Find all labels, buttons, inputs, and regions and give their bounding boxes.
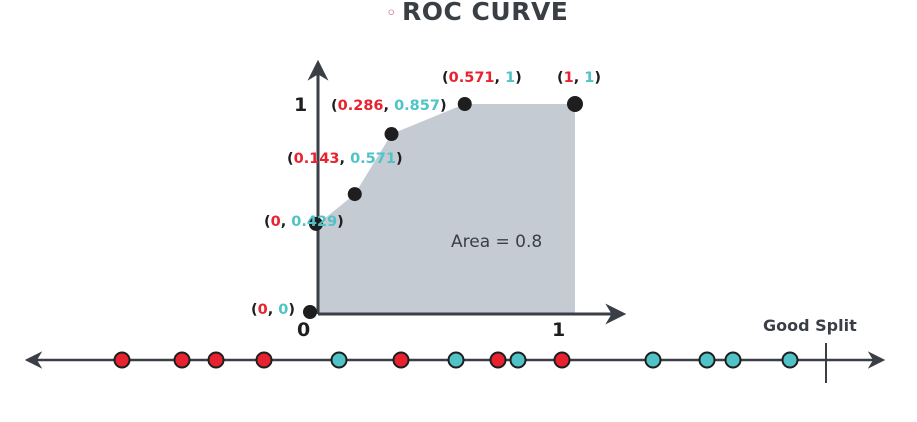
good-split-label: Good Split — [763, 316, 857, 335]
roc-point-4 — [457, 97, 472, 111]
point-label-1: (0, 0.429) — [264, 214, 344, 230]
number-line-point-red — [173, 351, 191, 369]
point-label-0: (0, 0) — [251, 302, 295, 318]
roc-point-3 — [384, 127, 399, 142]
number-line-point-red — [207, 351, 225, 369]
number-line-point-teal — [644, 351, 662, 369]
number-line-point-teal — [447, 351, 465, 369]
roc-point-5 — [567, 96, 583, 112]
number-line-point-red — [255, 351, 273, 369]
point-label-5: (1, 1) — [557, 70, 601, 86]
roc-area-fill — [318, 104, 575, 314]
number-line-point-red — [489, 351, 507, 369]
number-line-point-teal — [330, 351, 348, 369]
roc-point-1 — [309, 216, 323, 231]
number-line-points — [113, 351, 799, 369]
number-line-point-teal — [698, 351, 716, 369]
number-line-point-red — [392, 351, 410, 369]
area-annotation: Area = 0.8 — [451, 232, 542, 252]
roc-point-2 — [347, 187, 362, 202]
roc-point-0 — [303, 305, 317, 319]
point-label-2: (0.143, 0.571) — [287, 151, 403, 167]
number-line-point-red — [113, 351, 131, 369]
number-line-point-red — [553, 351, 571, 369]
point-label-3: (0.286, 0.857) — [331, 98, 447, 114]
x-tick-1: 1 — [552, 319, 565, 341]
number-line-point-teal — [724, 351, 742, 369]
title-bullet: ◦ — [386, 3, 397, 24]
number-line-point-teal — [781, 351, 799, 369]
title: ◦ ROC CURVE — [386, 0, 568, 26]
point-label-4: (0.571, 1) — [442, 70, 522, 86]
roc-points — [303, 96, 583, 319]
number-line-point-teal — [509, 351, 527, 369]
roc-point-labels: (0, 0) (0, 0.429) (0.143, 0.571) (0.286,… — [251, 70, 601, 318]
title-text: ROC CURVE — [402, 0, 568, 26]
x-tick-0: 0 — [297, 319, 310, 341]
y-tick-1: 1 — [294, 94, 307, 116]
